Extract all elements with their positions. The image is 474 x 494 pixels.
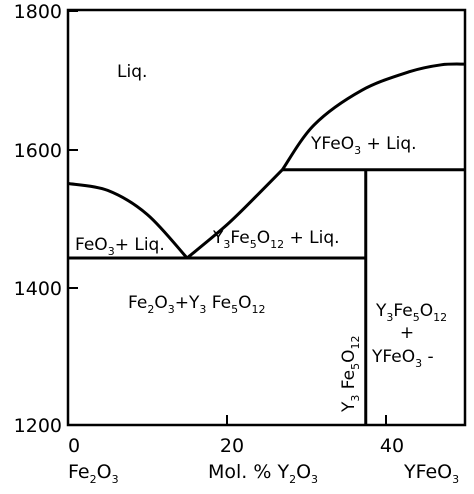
x-label-0: 0 — [68, 435, 80, 457]
y-label-1400: 1400 — [14, 278, 62, 300]
x-label-20: 20 — [220, 435, 244, 457]
region-yig-yfeo3-top: Y3Fe5O12 — [375, 301, 447, 324]
region-yfeo3-liq: YFeO3 + Liq. — [310, 134, 417, 157]
region-compound-vertical: Y3 Fe5O12 — [339, 336, 362, 414]
x-axis-center-label: Mol. % Y2O3 — [208, 461, 318, 486]
y-label-1200: 1200 — [14, 415, 62, 437]
y-label-1600: 1600 — [14, 140, 62, 162]
x-axis-right-label: YFeO3 — [403, 461, 459, 486]
region-feo3-liq: FeO3+ Liq. — [75, 235, 165, 258]
region-yig-liq: Y3Fe5O12 + Liq. — [212, 228, 340, 251]
region-yig-yfeo3-plus: + — [400, 323, 414, 343]
y-label-1800: 1800 — [14, 1, 62, 23]
x-label-40: 40 — [380, 435, 404, 457]
liquidus-curve-middle — [186, 168, 284, 260]
plot-frame — [66, 8, 467, 427]
liquidus-curve-right — [281, 62, 466, 171]
region-fe2o3-yig: Fe2O3+Y3 Fe5O12 — [128, 293, 265, 316]
liquidus-curve-left — [67, 182, 189, 260]
region-yig-yfeo3-bottom: YFeO3 - — [371, 347, 434, 370]
x-axis-left-label: Fe2O3 — [68, 461, 119, 486]
region-liquid: Liq. — [117, 62, 147, 82]
